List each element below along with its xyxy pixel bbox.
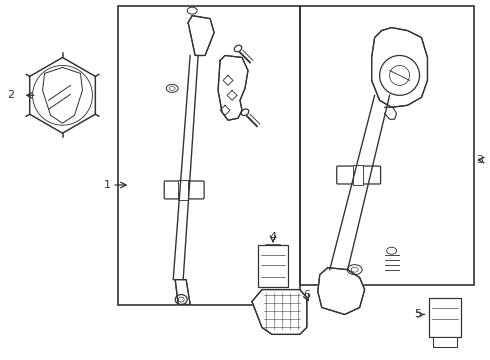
FancyBboxPatch shape [164, 181, 204, 199]
Polygon shape [188, 15, 214, 55]
Polygon shape [218, 55, 248, 120]
Polygon shape [175, 280, 190, 305]
Text: 4: 4 [270, 232, 276, 242]
Text: 6: 6 [303, 289, 310, 300]
Ellipse shape [380, 55, 419, 95]
Bar [434, 337, 457, 347]
Polygon shape [371, 28, 427, 107]
Bar [119, 6, 300, 305]
Text: 5: 5 [414, 310, 421, 319]
Bar [353, 165, 363, 185]
Text: 1: 1 [104, 180, 111, 190]
FancyBboxPatch shape [337, 166, 381, 184]
Bar [300, 6, 474, 285]
Bar [258, 245, 288, 287]
Bar [429, 298, 462, 337]
Text: 3: 3 [476, 155, 483, 165]
Polygon shape [318, 268, 365, 315]
Ellipse shape [175, 294, 187, 305]
Text: 2: 2 [7, 90, 14, 100]
Bar [178, 180, 188, 200]
Polygon shape [252, 289, 307, 334]
